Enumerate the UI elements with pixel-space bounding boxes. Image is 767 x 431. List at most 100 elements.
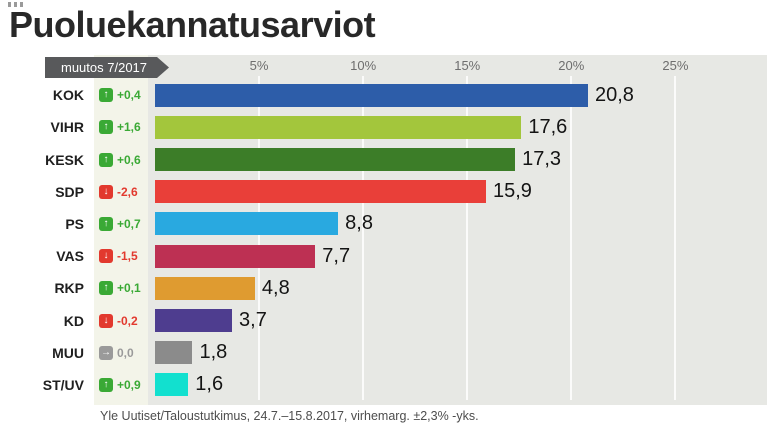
- party-label: ST/UV: [42, 376, 84, 393]
- down-arrow-icon: ↓: [99, 184, 113, 199]
- bar-track: 15,9: [155, 180, 767, 204]
- party-label: KESK: [45, 151, 84, 168]
- bar: [155, 83, 588, 107]
- party-label: MUU: [52, 344, 84, 361]
- party-label: SDP: [55, 183, 84, 200]
- bar-track: 4,8: [155, 276, 767, 300]
- value-label: 3,7: [239, 309, 267, 332]
- change-value: -0,2: [117, 313, 138, 328]
- decoration-marks: [8, 2, 23, 7]
- down-arrow-icon: ↓: [99, 313, 113, 328]
- bar: [155, 309, 233, 333]
- gridline: [362, 76, 365, 400]
- up-arrow-icon: ↑: [99, 88, 113, 103]
- change-cell: ↑ +0,1: [94, 281, 148, 296]
- change-cell: ↑ +1,6: [94, 120, 148, 135]
- bar-track: 8,8: [155, 212, 767, 236]
- bar-row: KOK ↑ +0,4 20,8: [0, 79, 767, 111]
- axis-tick-label: 25%: [662, 58, 689, 73]
- party-label: VAS: [56, 248, 84, 265]
- value-label: 4,8: [261, 276, 290, 299]
- value-label: 7,7: [322, 244, 351, 267]
- bar: [155, 212, 339, 236]
- bar-row: PS ↑ +0,7 8,8: [0, 208, 767, 240]
- change-value: +1,6: [117, 120, 141, 135]
- axis-tick-label: 15%: [454, 58, 481, 73]
- bar-track: 17,3: [155, 148, 767, 171]
- bar-row: MUU → 0,0 1,8: [0, 337, 767, 369]
- axis-tick-label: 5%: [249, 58, 269, 73]
- bar: [155, 373, 189, 397]
- bar-track: 20,8: [155, 83, 767, 107]
- bar: [155, 341, 193, 365]
- value-label: 17,3: [522, 148, 562, 170]
- chart-area: 5% 10% 15% 20% 25% muutos 7/2017 KOK ↑ +0,4 …: [0, 55, 767, 405]
- party-label: RKP: [54, 280, 84, 297]
- change-value: +0,4: [117, 88, 141, 103]
- gridline: [258, 76, 261, 400]
- change-value: +0,9: [117, 377, 141, 392]
- change-badge: muutos 7/2017: [45, 57, 169, 78]
- bar: [155, 244, 316, 268]
- bar: [155, 276, 255, 300]
- bar-row: KD ↓ -0,2 3,7: [0, 304, 767, 336]
- party-label: VIHR: [50, 119, 84, 136]
- change-value: -2,6: [117, 184, 138, 199]
- bar: [155, 180, 486, 204]
- bar: [155, 148, 516, 171]
- bar-row: KESK ↑ +0,6 17,3: [0, 143, 767, 175]
- bar-row: VIHR ↑ +1,6 17,6: [0, 111, 767, 143]
- up-arrow-icon: ↑: [99, 120, 113, 135]
- party-label: KD: [63, 312, 84, 329]
- bar-track: 7,7: [155, 244, 767, 268]
- change-badge-label: muutos 7/2017: [61, 60, 148, 75]
- chart-title: Puoluekannatusarviot: [9, 4, 376, 45]
- change-cell: ↑ +0,9: [94, 377, 148, 392]
- change-cell: ↑ +0,7: [94, 216, 148, 231]
- change-value: +0,6: [117, 152, 141, 167]
- axis-tick-label: 20%: [558, 58, 585, 73]
- change-cell: ↓ -0,2: [94, 313, 148, 328]
- value-label: 17,6: [528, 115, 568, 138]
- value-label: 20,8: [594, 83, 634, 106]
- change-cell: ↓ -2,6: [94, 184, 148, 199]
- change-value: +0,1: [117, 281, 141, 296]
- change-value: -1,5: [117, 249, 138, 264]
- right-arrow-icon: →: [99, 345, 113, 360]
- x-axis: 5% 10% 15% 20% 25%: [155, 55, 767, 77]
- change-value: +0,7: [117, 216, 141, 231]
- change-cell: ↑ +0,4: [94, 88, 148, 103]
- value-label: 15,9: [492, 180, 532, 203]
- bar-row: ST/UV ↑ +0,9 1,6: [0, 369, 767, 401]
- change-cell: ↑ +0,6: [94, 152, 148, 167]
- bar: [155, 115, 522, 139]
- value-label: 8,8: [345, 212, 373, 235]
- value-label: 1,8: [199, 341, 228, 364]
- up-arrow-icon: ↑: [99, 377, 113, 392]
- change-value: 0,0: [117, 345, 134, 360]
- source-note: Yle Uutiset/Taloustutkimus, 24.7.–15.8.2…: [100, 409, 479, 423]
- bar-track: 1,6: [155, 373, 767, 397]
- bar-row: RKP ↑ +0,1 4,8: [0, 272, 767, 304]
- up-arrow-icon: ↑: [99, 216, 113, 231]
- gridline: [466, 76, 469, 400]
- bar-row: SDP ↓ -2,6 15,9: [0, 176, 767, 208]
- bar-track: 3,7: [155, 309, 767, 333]
- bar-row: VAS ↓ -1,5 7,7: [0, 240, 767, 272]
- down-arrow-icon: ↓: [99, 249, 113, 264]
- axis-tick-label: 10%: [350, 58, 377, 73]
- change-cell: → 0,0: [94, 345, 148, 360]
- up-arrow-icon: ↑: [99, 281, 113, 296]
- bar-track: 1,8: [155, 341, 767, 365]
- gridline: [674, 76, 677, 400]
- gridline: [570, 76, 573, 400]
- party-label: KOK: [52, 87, 84, 104]
- bar-track: 17,6: [155, 115, 767, 139]
- bar-rows: KOK ↑ +0,4 20,8 VIHR ↑ +1,6 17,6 KESK ↑ …: [0, 79, 767, 401]
- party-label: PS: [65, 215, 84, 232]
- gridlines: [155, 76, 767, 400]
- up-arrow-icon: ↑: [99, 152, 113, 167]
- value-label: 1,6: [195, 373, 224, 396]
- change-cell: ↓ -1,5: [94, 249, 148, 264]
